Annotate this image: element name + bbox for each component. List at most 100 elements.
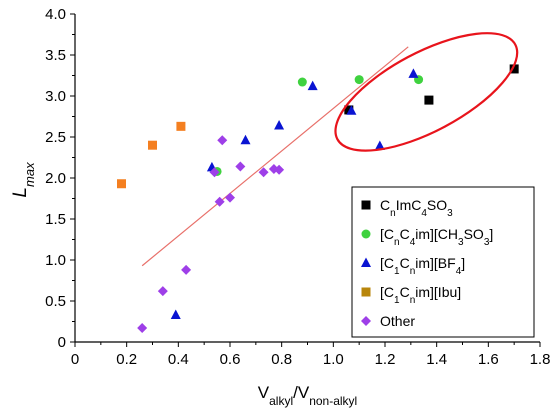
x-tick-label: 0.2 (116, 351, 137, 368)
data-point-s0-2 (509, 64, 519, 74)
legend-label-part: SO (464, 226, 484, 242)
x-tick-label: 0.8 (271, 351, 292, 368)
y-tick-label: 4.0 (45, 6, 66, 23)
y-tick-label: 3.5 (45, 47, 66, 64)
data-point-s4-3 (209, 167, 220, 178)
data-point-s4-2 (181, 264, 192, 275)
axis-title-text: /V (293, 383, 310, 402)
legend-marker-3 (361, 287, 371, 297)
data-point-s4-0 (137, 323, 148, 334)
data-point-s4-8 (258, 167, 269, 178)
trend-line (141, 46, 409, 267)
legend-label: [C1Cnim][Ibu] (380, 284, 461, 306)
legend-label-part: 3 (484, 237, 490, 248)
legend-label-part: C (400, 226, 410, 242)
legend-label-part: im][CH (415, 226, 458, 242)
data-point-s3-2 (176, 121, 186, 131)
data-point-s2-4 (307, 80, 318, 91)
legend-entry-4: Other (361, 313, 415, 329)
x-tick-label: 1.0 (323, 351, 344, 368)
legend-label-part: C (400, 284, 410, 300)
x-tick-label: 1.6 (478, 351, 499, 368)
axis-title-subscript: max (22, 162, 37, 187)
data-point-s3-1 (148, 140, 157, 150)
y-tick-label: 1.0 (45, 252, 66, 269)
data-point-s2-0 (170, 309, 181, 319)
data-point-s1-2 (354, 75, 364, 85)
legend-label: CnImC4SO3 (380, 197, 453, 219)
data-point-s4-5 (217, 135, 228, 146)
legend-label: Other (380, 313, 415, 329)
axis-title-text: L (10, 187, 31, 198)
legend-label-part: ImC (396, 197, 422, 213)
legend-label-part: im][Ibu] (415, 284, 461, 300)
legend-label-part: Other (380, 313, 415, 329)
y-tick-label: 0.5 (45, 293, 66, 310)
legend-entry-2: [C1Cnim][BF4] (361, 255, 465, 277)
data-point-s2-6 (374, 140, 385, 151)
legend-label-part: [C (380, 255, 394, 271)
data-point-s0-1 (424, 95, 434, 105)
data-point-s2-3 (274, 120, 285, 130)
data-point-s1-1 (297, 77, 307, 87)
legend-marker-2 (361, 257, 371, 267)
legend-label-part: C (380, 197, 390, 213)
legend-label-part: 4 (421, 208, 427, 219)
x-tick-label: 0.6 (220, 351, 241, 368)
series-0 (344, 64, 519, 115)
series-2 (170, 68, 419, 319)
data-point-s2-5 (346, 105, 357, 115)
axis-title-subscript: alkyl (269, 394, 293, 408)
legend-box (351, 186, 535, 338)
legend-label-part: ] (489, 226, 493, 242)
y-tick-label: 1.5 (45, 211, 66, 228)
axis-title-text: V (258, 383, 270, 402)
legend-marker-1 (361, 229, 371, 239)
y-tick-label: 0 (58, 334, 66, 351)
legend-label-part: ] (461, 255, 465, 271)
data-point-s2-7 (408, 68, 419, 78)
legend-label-part: C (400, 255, 410, 271)
legend-label-part: SO (427, 197, 447, 213)
legend-label-part: [C (380, 226, 394, 242)
legend-entry-1: [CnC4im][CH3SO3] (361, 226, 493, 248)
legend-label: [C1Cnim][BF4] (380, 255, 465, 277)
highlight-ellipse (334, 32, 519, 152)
axis-title-subscript: non-alkyl (309, 394, 357, 408)
legend-label-part: n (410, 266, 416, 277)
series-1 (212, 75, 424, 176)
legend-label-part: 3 (447, 208, 453, 219)
x-axis-title: Valkyl/Vnon-alkyl (258, 383, 357, 408)
data-point-s4-1 (157, 286, 168, 297)
legend-label-part: 3 (458, 237, 464, 248)
y-tick-label: 3.0 (45, 88, 66, 105)
y-tick-label: 2.5 (45, 129, 66, 146)
data-point-s4-10 (274, 164, 285, 175)
y-axis-title: Lmax (10, 162, 37, 198)
data-point-s2-2 (240, 134, 251, 145)
legend-marker-4 (361, 316, 371, 326)
legend-label-part: n (410, 295, 416, 306)
data-point-s4-6 (225, 192, 235, 203)
legend-marker-0 (361, 200, 371, 210)
legend-label-part: 4 (410, 237, 416, 248)
legend-label: [CnC4im][CH3SO3] (380, 226, 493, 248)
x-tick-label: 0.4 (168, 351, 189, 368)
legend-label-part: n (394, 237, 400, 248)
legend-label-part: im][BF (415, 255, 455, 271)
data-point-s3-0 (117, 179, 126, 189)
x-tick-label: 1.4 (426, 351, 447, 368)
legend-entry-3: [C1Cnim][Ibu] (361, 284, 461, 306)
y-tick-label: 2.0 (45, 170, 66, 187)
series-3 (117, 121, 186, 189)
x-tick-label: 0 (71, 351, 79, 368)
data-point-s4-4 (214, 196, 225, 207)
legend-label-part: [C (380, 284, 394, 300)
legend-label-part: 4 (456, 266, 462, 277)
x-tick-label: 1.2 (375, 351, 396, 368)
series-4 (137, 135, 285, 334)
data-point-s4-7 (235, 161, 246, 172)
x-tick-label: 1.8 (530, 351, 550, 368)
legend-entry-0: CnImC4SO3 (361, 197, 453, 219)
